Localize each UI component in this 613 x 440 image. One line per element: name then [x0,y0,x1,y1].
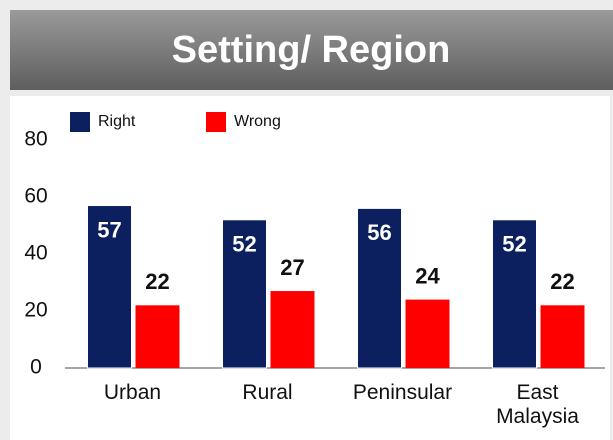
x-tick-label: Urban [103,381,162,404]
bar [357,207,402,369]
bar [135,305,180,368]
bar [492,219,537,369]
value-label: 52 [502,232,526,257]
value-label: 22 [550,269,574,294]
y-tick-label: 0 [30,356,42,379]
y-tick-label: 20 [24,299,47,322]
bar [270,291,315,368]
title-band [10,10,613,90]
value-label: 57 [97,217,121,242]
x-tick-label: Peninsular [352,381,453,404]
value-label: 22 [145,269,169,294]
value-label: 56 [367,220,391,245]
legend-swatch [70,112,90,132]
chart-title: Setting/ Region [172,29,451,71]
y-tick-label: 40 [24,242,47,265]
bar [222,219,267,369]
y-tick-label: 60 [24,185,47,208]
value-label: 27 [280,255,304,280]
bar [87,205,132,369]
legend-label: Wrong [234,113,281,130]
legend-swatch [206,112,226,132]
x-tick-label: Rural [242,381,293,404]
value-label: 52 [232,232,256,257]
y-tick-label: 80 [24,128,47,151]
legend-label: Right [98,113,136,130]
x-tick-label: East Malaysia [496,381,579,428]
bar [540,305,585,368]
bar [405,299,450,368]
value-label: 24 [415,263,440,288]
